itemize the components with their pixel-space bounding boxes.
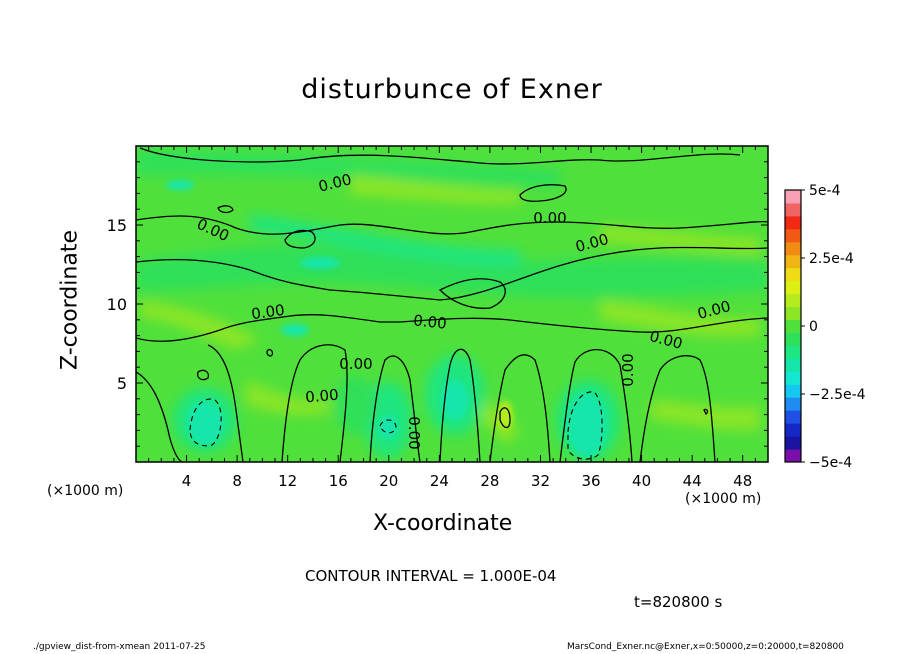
- colorbar-swatch: [785, 345, 801, 359]
- colorbar-tick-label: −2.5e-4: [809, 387, 866, 403]
- x-axis-label: X-coordinate: [373, 511, 513, 536]
- contour-label: 0.00: [533, 209, 566, 227]
- x-tick-label: 28: [480, 472, 499, 490]
- x-axis-ticks: 4 8 12 16 20 24 28 32 36 40 44 48: [148, 146, 756, 490]
- colorbar-tick-label: −5e-4: [809, 455, 852, 471]
- x-tick-label: 36: [581, 472, 600, 490]
- colorbar-swatch: [785, 384, 801, 398]
- colorbar-swatch: [785, 397, 801, 411]
- contour-label: 0.00: [405, 416, 423, 449]
- colorbar-swatch: [785, 358, 801, 372]
- contour-label: 0.00: [619, 353, 637, 386]
- x-tick-label: 16: [329, 472, 348, 490]
- y-axis-label: Z-coordinate: [57, 230, 83, 370]
- heatmap-field: [136, 146, 768, 462]
- contour-label: 0.00: [250, 301, 286, 323]
- colorbar-swatch: [785, 371, 801, 385]
- colorbar-swatch: [785, 190, 801, 204]
- colorbar-swatch: [785, 215, 801, 230]
- colorbar-swatch: [785, 410, 801, 424]
- chart-title: disturbunce of Exner: [301, 74, 603, 105]
- colorbar-swatch: [785, 280, 801, 295]
- contour-interval: CONTOUR INTERVAL = 1.000E-04: [305, 567, 557, 585]
- colorbar-swatch: [785, 319, 801, 333]
- contour-label: 0.00: [339, 355, 372, 373]
- colorbar-swatch: [785, 241, 801, 256]
- contour-label: 0.00: [305, 386, 340, 407]
- colorbar: 5e-4 2.5e-4 0 −2.5e-4 −5e-4: [784, 183, 866, 471]
- x-tick-label: 32: [531, 472, 550, 490]
- colorbar-swatch: [785, 436, 801, 450]
- x-tick-label: 40: [632, 472, 651, 490]
- x-tick-label: 48: [733, 472, 752, 490]
- contour-label: 0.00: [412, 311, 447, 332]
- y-tick-label: 15: [107, 216, 127, 235]
- x-tick-label: 4: [182, 472, 192, 490]
- colorbar-tick-label: 0: [809, 319, 818, 335]
- x-tick-label: 44: [683, 472, 702, 490]
- x-unit-left: (×1000 m): [47, 483, 124, 499]
- x-tick-label: 12: [278, 472, 297, 490]
- colorbar-swatch: [785, 228, 801, 243]
- footer-left: ./gpview_dist-from-xmean 2011-07-25: [33, 642, 206, 652]
- colorbar-swatch: [785, 332, 801, 346]
- y-tick-label: 10: [107, 295, 127, 314]
- colorbar-swatch: [785, 306, 801, 321]
- colorbar-tick-label: 2.5e-4: [809, 251, 854, 267]
- x-tick-label: 24: [430, 472, 449, 490]
- footer-right: MarsCond_Exner.nc@Exner,x=0:50000,z=0:20…: [567, 642, 844, 652]
- colorbar-swatch: [785, 202, 801, 217]
- x-unit-right: (×1000 m): [685, 491, 762, 507]
- y-axis-ticks: 5 10 15: [107, 161, 768, 447]
- negative-contours: [189, 391, 603, 460]
- colorbar-swatch: [785, 449, 801, 463]
- contour-labels: 0.000.000.00 0.000.00 0.00 0.000.000.000.00…: [194, 170, 732, 449]
- contour-lines: [136, 147, 768, 462]
- colorbar-tick-label: 5e-4: [809, 183, 841, 199]
- colorbar-swatch: [785, 267, 801, 282]
- colorbar-swatch: [785, 423, 801, 437]
- y-tick-label: 5: [117, 374, 127, 393]
- colorbar-swatch: [785, 254, 801, 269]
- colorbar-swatch: [785, 293, 801, 308]
- x-tick-label: 8: [232, 472, 242, 490]
- time-label: t=820800 s: [634, 593, 723, 611]
- x-tick-label: 20: [379, 472, 398, 490]
